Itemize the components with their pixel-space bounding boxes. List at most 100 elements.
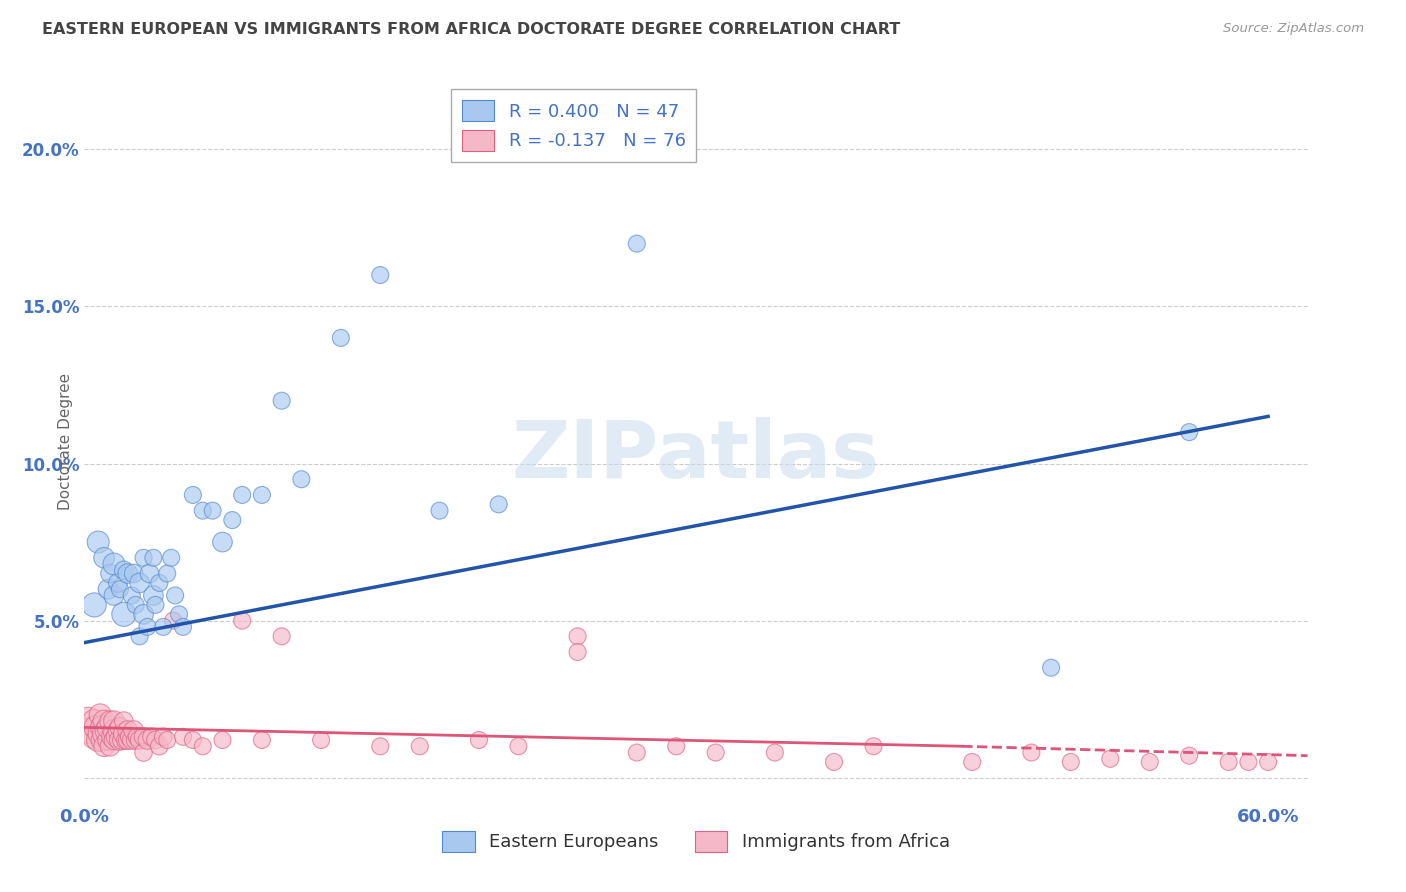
Point: [181, 733, 204, 747]
Point: [91, 733, 114, 747]
Point: [112, 714, 135, 728]
Point: [290, 472, 312, 486]
Point: [93, 714, 115, 728]
Point: [567, 629, 589, 643]
Point: [1178, 748, 1201, 763]
Point: [145, 598, 167, 612]
Point: [181, 488, 204, 502]
Point: [117, 566, 139, 581]
Point: [250, 488, 273, 502]
Point: [87, 733, 110, 747]
Point: [118, 730, 141, 744]
Point: [567, 645, 589, 659]
Point: [108, 733, 131, 747]
Point: [124, 598, 146, 612]
Point: [136, 620, 159, 634]
Point: [98, 739, 121, 754]
Point: [142, 589, 165, 603]
Point: [83, 714, 105, 728]
Point: [83, 598, 105, 612]
Point: [103, 589, 125, 603]
Point: [626, 746, 648, 760]
Point: [1237, 755, 1260, 769]
Point: [132, 730, 155, 744]
Point: [211, 535, 233, 549]
Point: [763, 746, 786, 760]
Point: [488, 497, 510, 511]
Point: [665, 739, 688, 754]
Text: ZIPatlas: ZIPatlas: [512, 417, 880, 495]
Point: [165, 589, 187, 603]
Point: [107, 575, 129, 590]
Point: [104, 730, 127, 744]
Point: [201, 503, 224, 517]
Point: [128, 733, 150, 747]
Point: [162, 614, 184, 628]
Point: [1218, 755, 1240, 769]
Point: [132, 550, 155, 565]
Point: [152, 730, 174, 744]
Point: [98, 566, 121, 581]
Point: [862, 739, 884, 754]
Point: [138, 566, 160, 581]
Point: [122, 723, 145, 738]
Point: [221, 513, 243, 527]
Point: [112, 563, 135, 577]
Point: [1060, 755, 1083, 769]
Point: [191, 503, 214, 517]
Point: [93, 550, 115, 565]
Point: [94, 723, 117, 738]
Point: [160, 550, 183, 565]
Y-axis label: Doctorate Degree: Doctorate Degree: [58, 373, 73, 510]
Point: [77, 714, 100, 728]
Point: [429, 503, 451, 517]
Point: [84, 720, 107, 734]
Point: [468, 733, 491, 747]
Point: [172, 620, 194, 634]
Point: [108, 582, 131, 597]
Text: EASTERN EUROPEAN VS IMMIGRANTS FROM AFRICA DOCTORATE DEGREE CORRELATION CHART: EASTERN EUROPEAN VS IMMIGRANTS FROM AFRI…: [42, 22, 900, 37]
Point: [93, 739, 115, 754]
Point: [91, 720, 114, 734]
Point: [89, 727, 111, 741]
Point: [231, 614, 253, 628]
Point: [103, 714, 125, 728]
Point: [329, 331, 352, 345]
Point: [117, 723, 139, 738]
Point: [103, 733, 125, 747]
Point: [231, 488, 253, 502]
Point: [626, 236, 648, 251]
Point: [148, 739, 170, 754]
Point: [128, 629, 150, 643]
Point: [127, 730, 149, 744]
Point: [136, 733, 159, 747]
Point: [1099, 752, 1122, 766]
Point: [97, 733, 120, 747]
Text: Source: ZipAtlas.com: Source: ZipAtlas.com: [1223, 22, 1364, 36]
Point: [368, 739, 391, 754]
Point: [112, 727, 135, 741]
Point: [309, 733, 332, 747]
Point: [103, 723, 125, 738]
Point: [250, 733, 273, 747]
Point: [103, 557, 125, 571]
Point: [93, 727, 115, 741]
Point: [172, 730, 194, 744]
Point: [823, 755, 845, 769]
Point: [508, 739, 530, 754]
Point: [148, 575, 170, 590]
Point: [87, 535, 110, 549]
Point: [98, 714, 121, 728]
Point: [124, 733, 146, 747]
Point: [79, 723, 101, 738]
Point: [1178, 425, 1201, 439]
Point: [1021, 746, 1043, 760]
Point: [152, 620, 174, 634]
Point: [107, 723, 129, 738]
Point: [117, 733, 139, 747]
Point: [128, 575, 150, 590]
Point: [960, 755, 983, 769]
Point: [142, 550, 165, 565]
Legend: Eastern Europeans, Immigrants from Africa: Eastern Europeans, Immigrants from Afric…: [434, 823, 957, 859]
Point: [409, 739, 432, 754]
